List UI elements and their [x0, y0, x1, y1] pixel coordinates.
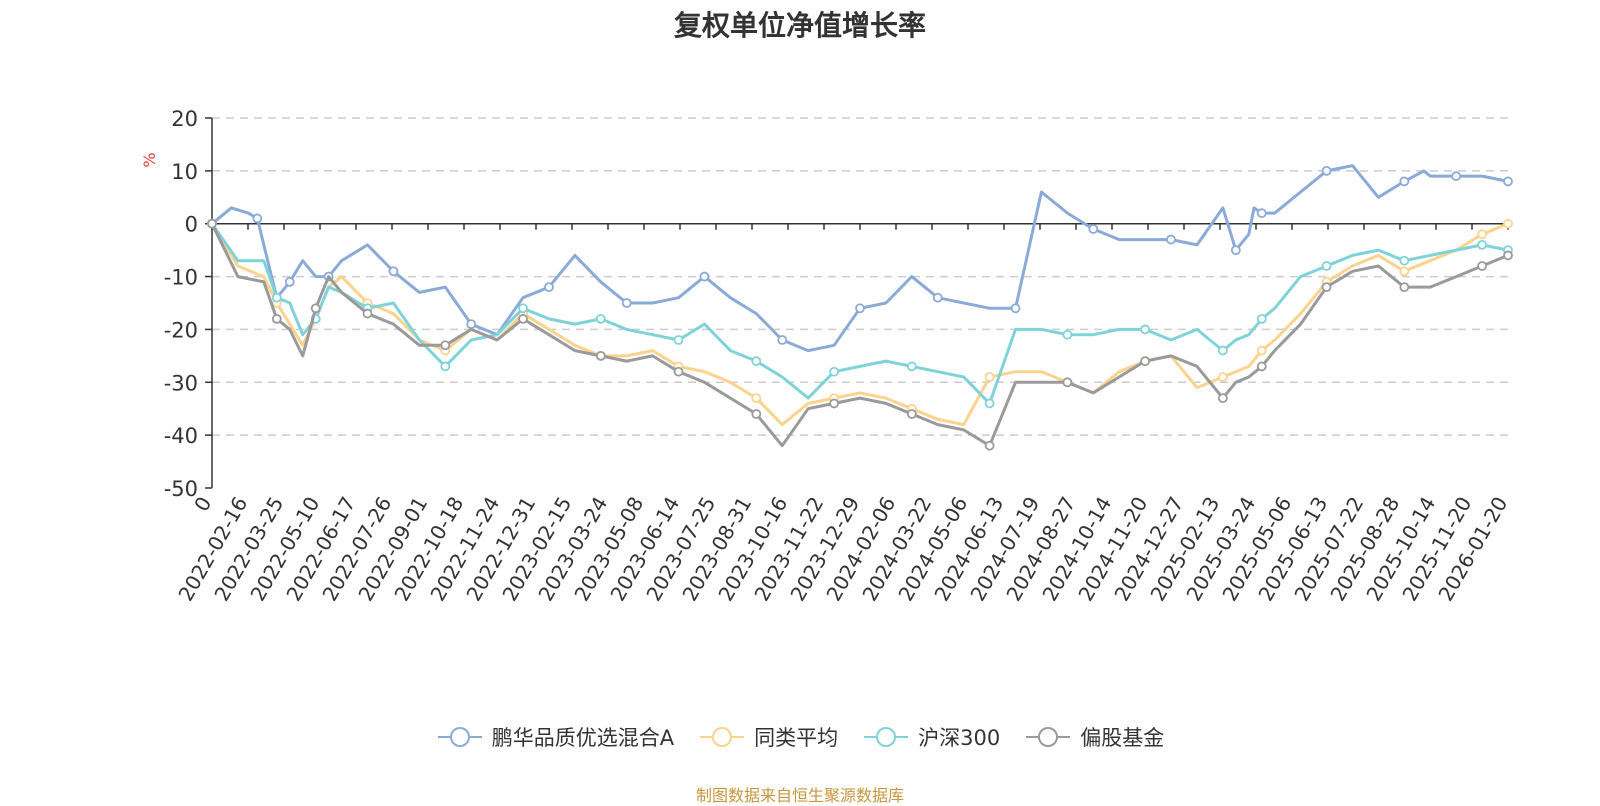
legend-peer-line-icon — [700, 727, 745, 747]
data-source-note: 制图数据来自恒生聚源数据库 — [695, 786, 904, 805]
series-line-2[interactable] — [210, 222, 1509, 405]
series-point-0[interactable] — [252, 213, 263, 224]
series-point-3[interactable] — [984, 440, 995, 451]
grid-lines — [212, 117, 1508, 436]
legend-fund-line-icon — [437, 727, 482, 747]
series-point-2[interactable] — [1256, 313, 1267, 324]
series-point-0[interactable] — [777, 335, 788, 345]
y-tick-label: -10 — [164, 266, 198, 290]
series-point-0[interactable] — [388, 266, 399, 277]
series-point-3[interactable] — [362, 308, 373, 319]
series-point-3[interactable] — [906, 409, 917, 419]
series-point-2[interactable] — [984, 398, 995, 409]
series-point-3[interactable] — [1062, 377, 1073, 388]
series-point-2[interactable] — [1477, 239, 1487, 250]
series-point-0[interactable] — [621, 298, 632, 308]
series-point-1[interactable] — [984, 372, 995, 382]
series-point-2[interactable] — [1217, 345, 1228, 356]
legend-label-peer-average: 同类平均 — [754, 726, 839, 750]
series-point-3[interactable] — [1256, 361, 1267, 372]
series-point-0[interactable] — [932, 292, 943, 303]
series-point-1[interactable] — [1503, 218, 1513, 229]
series-point-1[interactable] — [1256, 345, 1267, 356]
series-point-1[interactable] — [751, 393, 762, 404]
x-tick-label: 0 — [189, 493, 216, 516]
series-point-0[interactable] — [1503, 176, 1513, 187]
series-line-0[interactable] — [211, 164, 1509, 353]
legend-item-equity-fund[interactable]: 偏股基金 — [1024, 722, 1164, 752]
series-point-3[interactable] — [1477, 261, 1487, 271]
series-point-0[interactable] — [1321, 165, 1332, 176]
series-point-0[interactable] — [284, 276, 295, 287]
legend-label-csi300: 沪深300 — [918, 726, 1001, 750]
series-point-0[interactable] — [1088, 224, 1099, 234]
series-point-3[interactable] — [595, 350, 606, 361]
series-point-0[interactable] — [699, 271, 710, 282]
series-point-2[interactable] — [271, 292, 282, 303]
series-point-2[interactable] — [1062, 329, 1073, 340]
series-point-3[interactable] — [518, 313, 528, 324]
series-point-3[interactable] — [271, 313, 282, 324]
series-point-1[interactable] — [1477, 229, 1487, 240]
legend-label-fund: 鹏华品质优选混合A — [491, 726, 675, 750]
y-tick-label: -50 — [164, 477, 198, 501]
series-point-2[interactable] — [1140, 324, 1151, 335]
series-line-1[interactable] — [210, 222, 1509, 427]
y-tick-label: -20 — [164, 318, 198, 342]
series-line-3[interactable] — [210, 223, 1509, 448]
series-point-2[interactable] — [440, 361, 451, 372]
axes: 20100-10-20-30-40-5002022-02-162022-03-2… — [164, 107, 1513, 605]
series-point-3[interactable] — [207, 218, 217, 229]
y-tick-label: 20 — [171, 107, 198, 131]
series-point-3[interactable] — [1321, 282, 1332, 293]
series-point-2[interactable] — [673, 335, 684, 345]
series-point-3[interactable] — [751, 409, 762, 419]
series-point-1[interactable] — [1217, 372, 1228, 382]
series-point-0[interactable] — [1166, 234, 1176, 245]
legend-item-peer-average[interactable]: 同类平均 — [698, 722, 838, 752]
series-point-2[interactable] — [518, 303, 528, 314]
y-tick-label: -30 — [164, 371, 198, 395]
y-tick-label: 10 — [171, 160, 198, 184]
series-lines — [207, 164, 1513, 451]
legend-label-equity-fund: 偏股基金 — [1080, 726, 1165, 750]
series-point-3[interactable] — [1140, 356, 1151, 367]
series-point-0[interactable] — [1451, 171, 1462, 182]
series-point-3[interactable] — [310, 303, 321, 314]
line-chart: 20100-10-20-30-40-5002022-02-162022-03-2… — [140, 107, 1513, 605]
series-point-2[interactable] — [829, 366, 839, 377]
series-point-3[interactable] — [673, 366, 684, 377]
series-point-3[interactable] — [829, 398, 839, 409]
series-point-3[interactable] — [1503, 250, 1513, 261]
legend[interactable]: 鹏华品质优选混合A 同类平均 沪深300 偏股基金 — [0, 722, 1600, 752]
series-point-0[interactable] — [466, 319, 477, 330]
series-point-0[interactable] — [544, 282, 554, 293]
chart-title: 复权单位净值增长率 — [673, 9, 926, 42]
series-point-0[interactable] — [1230, 245, 1241, 256]
series-point-3[interactable] — [440, 340, 451, 351]
series-point-0[interactable] — [855, 303, 865, 314]
series-point-2[interactable] — [1399, 255, 1410, 266]
y-tick-label: 0 — [185, 213, 198, 237]
series-point-0[interactable] — [1256, 208, 1267, 219]
series-point-1[interactable] — [1399, 266, 1410, 277]
series-point-2[interactable] — [1321, 261, 1332, 271]
series-point-0[interactable] — [1010, 303, 1021, 314]
y-axis-label: % — [140, 152, 159, 167]
series-point-3[interactable] — [1217, 393, 1228, 404]
series-point-2[interactable] — [751, 356, 762, 367]
legend-csi300-line-icon — [864, 727, 909, 747]
series-point-3[interactable] — [1399, 282, 1410, 293]
legend-item-csi300[interactable]: 沪深300 — [862, 722, 1000, 752]
series-point-2[interactable] — [906, 361, 917, 372]
legend-equity-line-icon — [1026, 727, 1071, 747]
series-point-0[interactable] — [1399, 176, 1410, 187]
series-point-2[interactable] — [595, 313, 606, 324]
legend-item-fund[interactable]: 鹏华品质优选混合A — [436, 722, 674, 752]
y-tick-label: -40 — [164, 424, 198, 448]
